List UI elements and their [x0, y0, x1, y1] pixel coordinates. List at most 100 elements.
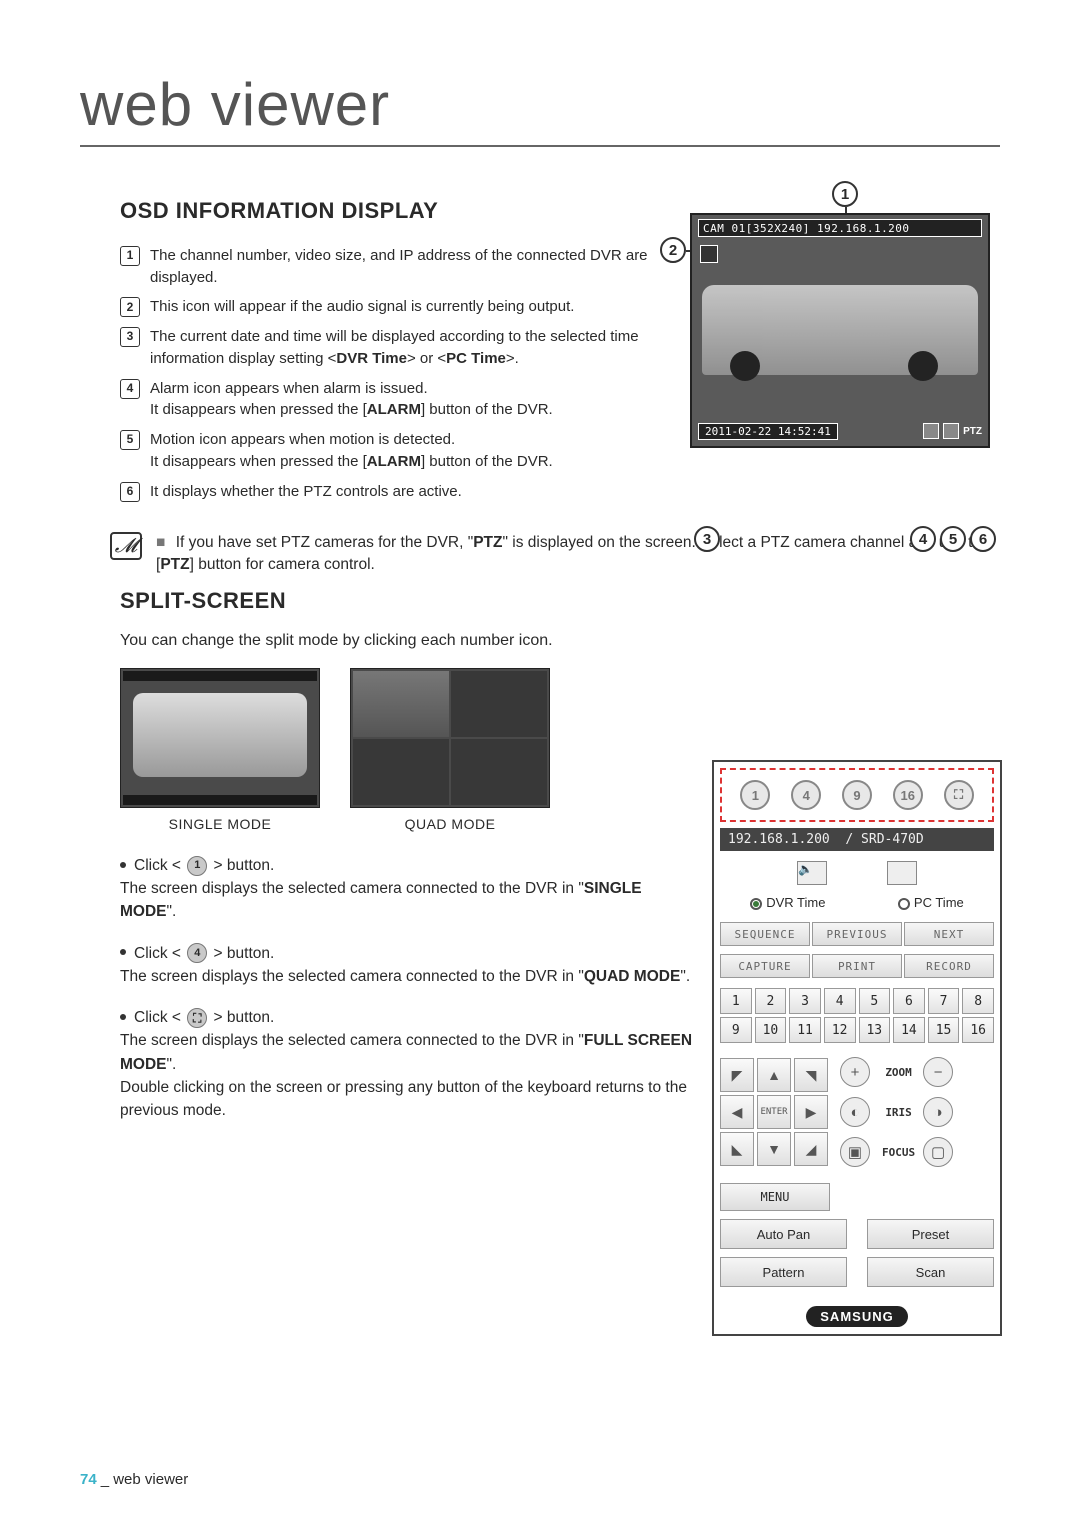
- ch-6[interactable]: 6: [893, 988, 925, 1014]
- split-sub: You can change the split mode by clickin…: [120, 632, 1000, 650]
- mode-1-icon: 1: [187, 856, 207, 876]
- ch-3[interactable]: 3: [789, 988, 821, 1014]
- ch-13[interactable]: 13: [859, 1017, 891, 1043]
- osd-text-4: Alarm icon appears when alarm is issued.…: [150, 378, 553, 422]
- ch-2[interactable]: 2: [755, 988, 787, 1014]
- single-mode-thumb: SINGLE MODE: [120, 668, 320, 832]
- callout-box-6: 6: [120, 482, 140, 502]
- osd-item-6: 6 It displays whether the PTZ controls a…: [120, 481, 670, 503]
- osd-preview-image: CAM 01[352X240] 192.168.1.200 2011-02-22…: [690, 213, 990, 448]
- callout-box-2: 2: [120, 297, 140, 317]
- focus-near-button[interactable]: ▣: [840, 1137, 870, 1167]
- dpad-enter[interactable]: ENTER: [757, 1095, 791, 1129]
- ch-8[interactable]: 8: [962, 988, 994, 1014]
- osd-item-3: 3 The current date and time will be disp…: [120, 326, 670, 370]
- brand-logo: SAMSUNG: [714, 1295, 1000, 1334]
- menu-button[interactable]: MENU: [720, 1183, 830, 1211]
- osd-item-4: 4 Alarm icon appears when alarm is issue…: [120, 378, 670, 422]
- zoom-in-button[interactable]: +: [840, 1057, 870, 1087]
- callout-box-4: 4: [120, 379, 140, 399]
- mode-button-1[interactable]: 1: [740, 780, 770, 810]
- preset-button[interactable]: Preset: [867, 1219, 994, 1249]
- control-panel: 1 4 9 16 ⛶ 192.168.1.200 / SRD-470D 🔈 DV…: [712, 760, 1002, 1336]
- speaker-icon: [700, 245, 718, 263]
- instr-single: Click < 1 > button. The screen displays …: [120, 854, 700, 924]
- mode-4-icon: 4: [187, 943, 207, 963]
- pattern-button[interactable]: Pattern: [720, 1257, 847, 1287]
- iris-close-button[interactable]: ◑: [923, 1097, 953, 1127]
- mode-button-16[interactable]: 16: [893, 780, 923, 810]
- quad-mode-caption: QUAD MODE: [350, 816, 550, 832]
- ch-4[interactable]: 4: [824, 988, 856, 1014]
- mode-button-fullscreen[interactable]: ⛶: [944, 780, 974, 810]
- osd-item-2: 2 This icon will appear if the audio sig…: [120, 296, 670, 318]
- instr-quad: Click < 4 > button. The screen displays …: [120, 942, 700, 989]
- osd-text-6: It displays whether the PTZ controls are…: [150, 481, 462, 503]
- focus-far-button[interactable]: ▢: [923, 1137, 953, 1167]
- osd-heading: OSD INFORMATION DISPLAY: [120, 195, 670, 227]
- zoom-out-button[interactable]: −: [923, 1057, 953, 1087]
- osd-preview-figure: 1 2 CAM 01[352X240] 192.168.1.200 2011-0…: [690, 183, 1000, 510]
- ch-7[interactable]: 7: [928, 988, 960, 1014]
- page-number: 74: [80, 1471, 97, 1488]
- print-button[interactable]: PRINT: [812, 954, 902, 978]
- osd-top-overlay: CAM 01[352X240] 192.168.1.200: [698, 219, 982, 237]
- ch-16[interactable]: 16: [962, 1017, 994, 1043]
- mode-button-4[interactable]: 4: [791, 780, 821, 810]
- ch-15[interactable]: 15: [928, 1017, 960, 1043]
- dpad-up[interactable]: ▲: [757, 1058, 791, 1092]
- osd-item-5: 5 Motion icon appears when motion is det…: [120, 429, 670, 473]
- record-button[interactable]: RECORD: [904, 954, 994, 978]
- osd-ptz-overlay: PTZ: [923, 423, 982, 439]
- ch-9[interactable]: 9: [720, 1017, 752, 1043]
- dpad-left[interactable]: ◀: [720, 1095, 754, 1129]
- alarm-icon: [923, 423, 939, 439]
- autopan-button[interactable]: Auto Pan: [720, 1219, 847, 1249]
- callout-box-5: 5: [120, 430, 140, 450]
- zoom-label: ZOOM: [882, 1066, 915, 1079]
- callout-circle-1: 1: [832, 181, 858, 207]
- split-heading: SPLIT-SCREEN: [120, 588, 1000, 614]
- callout-circle-4: 4: [910, 526, 936, 552]
- note-icon: 𝓜: [110, 532, 142, 560]
- iris-label: IRIS: [882, 1106, 915, 1119]
- osd-text-5: Motion icon appears when motion is detec…: [150, 429, 553, 473]
- scan-button[interactable]: Scan: [867, 1257, 994, 1287]
- sequence-button[interactable]: SEQUENCE: [720, 922, 810, 946]
- ch-11[interactable]: 11: [789, 1017, 821, 1043]
- page-title: web viewer: [80, 70, 1000, 147]
- capture-button[interactable]: CAPTURE: [720, 954, 810, 978]
- speaker-toggle-icon[interactable]: 🔈: [797, 861, 827, 885]
- dpad-right[interactable]: ▶: [794, 1095, 828, 1129]
- previous-button[interactable]: PREVIOUS: [812, 922, 902, 946]
- pc-time-radio[interactable]: PC Time: [898, 895, 964, 910]
- mode-button-9[interactable]: 9: [842, 780, 872, 810]
- osd-text-2: This icon will appear if the audio signa…: [150, 296, 574, 318]
- ch-12[interactable]: 12: [824, 1017, 856, 1043]
- channel-grid: 1 2 3 4 5 6 7 8 9 10 11 12 13 14 15 16: [720, 988, 994, 1043]
- callout-circle-3: 3: [694, 526, 720, 552]
- osd-time-overlay: 2011-02-22 14:52:41: [698, 423, 838, 440]
- osd-item-1: 1 The channel number, video size, and IP…: [120, 245, 670, 289]
- instr-fullscreen: Click < ⛶ > button. The screen displays …: [120, 1006, 700, 1122]
- dpad-se[interactable]: ◢: [794, 1132, 828, 1166]
- callout-circle-2: 2: [660, 237, 686, 263]
- next-button[interactable]: NEXT: [904, 922, 994, 946]
- ch-5[interactable]: 5: [859, 988, 891, 1014]
- dvr-time-radio[interactable]: DVR Time: [750, 895, 825, 910]
- iris-open-button[interactable]: ◐: [840, 1097, 870, 1127]
- osd-toggle-icon[interactable]: [887, 861, 917, 885]
- dpad-down[interactable]: ▼: [757, 1132, 791, 1166]
- ip-model-line: 192.168.1.200 / SRD-470D: [720, 828, 994, 851]
- callout-circle-6: 6: [970, 526, 996, 552]
- dpad-ne[interactable]: ◥: [794, 1058, 828, 1092]
- osd-text-3: The current date and time will be displa…: [150, 326, 670, 370]
- fullscreen-icon: ⛶: [187, 1008, 207, 1028]
- dpad-nw[interactable]: ◤: [720, 1058, 754, 1092]
- dpad-sw[interactable]: ◣: [720, 1132, 754, 1166]
- ch-14[interactable]: 14: [893, 1017, 925, 1043]
- ch-10[interactable]: 10: [755, 1017, 787, 1043]
- split-mode-bar: 1 4 9 16 ⛶: [720, 768, 994, 822]
- ch-1[interactable]: 1: [720, 988, 752, 1014]
- quad-mode-thumb: QUAD MODE: [350, 668, 550, 832]
